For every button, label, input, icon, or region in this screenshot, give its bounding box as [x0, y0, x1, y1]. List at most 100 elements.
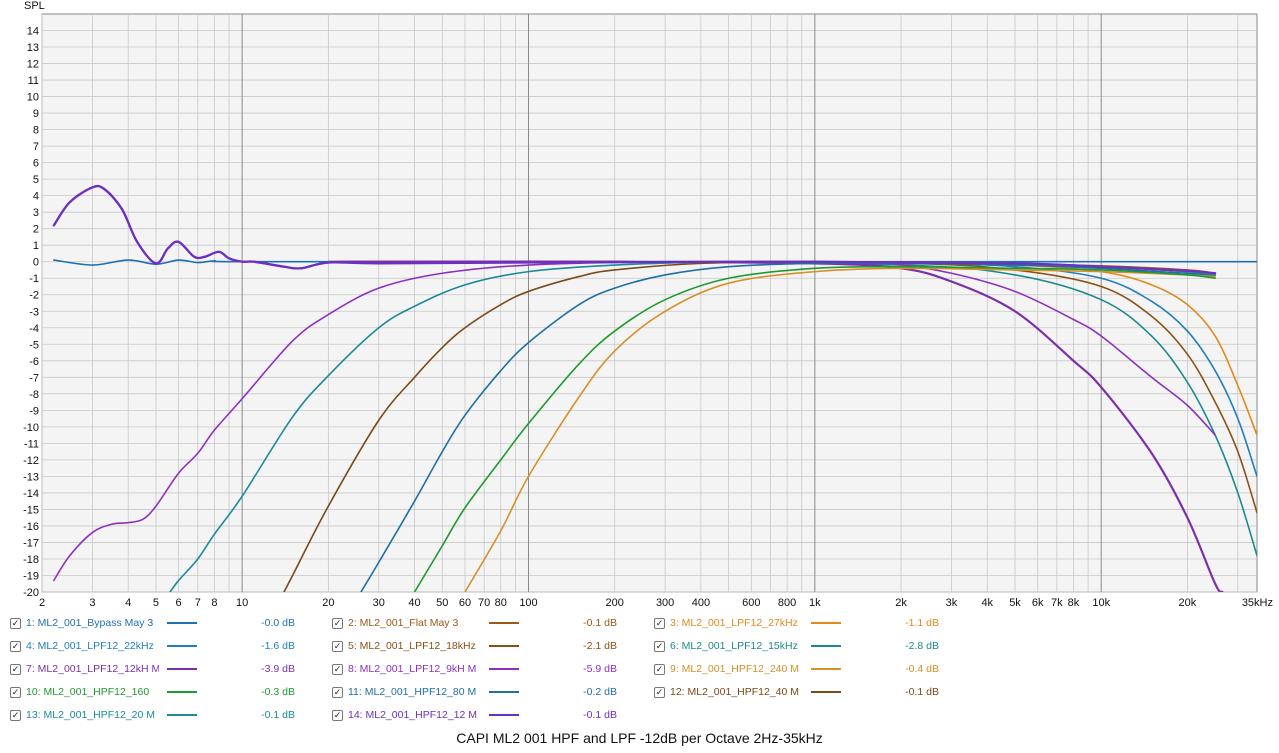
legend-color-swatch [489, 645, 519, 647]
legend-checkbox[interactable]: ✓ [654, 617, 665, 629]
y-tick-label: -7 [29, 372, 39, 384]
legend-value: -0.1 dB [905, 686, 939, 698]
legend-value: -2.1 dB [583, 640, 617, 652]
legend-series-name: 8: ML2_001_LPF12_9kH M [348, 663, 477, 675]
x-tick-label: 6 [176, 597, 182, 609]
x-tick-label: 3 [89, 597, 95, 609]
legend-value: -0.3 dB [261, 686, 295, 698]
x-ticks: 2 3 4 5 6 7 8 10 20 30 40 50 60 70 80 100 200 300 400 600 80… [39, 597, 1273, 609]
y-tick-label: -13 [23, 471, 39, 483]
legend-item-7[interactable]: ✓ 7: ML2_001_LPF12_12kH M -3.9 dB [10, 660, 295, 678]
legend-color-swatch [167, 668, 197, 670]
x-tick-label: 600 [742, 597, 760, 609]
x-tick-label: 8 [211, 597, 217, 609]
y-tick-label: -19 [23, 570, 39, 582]
legend-value: -0.1 dB [261, 709, 295, 721]
x-tick-label: 70 [478, 597, 490, 609]
legend-series-name: 2: ML2_001_Flat May 3 [348, 617, 459, 629]
legend-color-swatch [167, 714, 197, 716]
x-tick-label: 20 [322, 597, 334, 609]
y-tick-label: -5 [29, 339, 39, 351]
legend-checkbox[interactable]: ✓ [332, 640, 343, 652]
legend-item-11[interactable]: ✓ 11: ML2_001_HPF12_80 M -0.2 dB [332, 683, 617, 701]
legend-checkbox[interactable]: ✓ [10, 640, 21, 652]
legend-checkbox[interactable]: ✓ [10, 709, 21, 721]
x-tick-label: 20k [1179, 597, 1197, 609]
legend-value: -3.9 dB [261, 663, 295, 675]
y-tick-label: 5 [33, 174, 39, 186]
x-tick-label: 7k [1051, 597, 1063, 609]
y-tick-label: 0 [33, 257, 39, 269]
legend-checkbox[interactable]: ✓ [332, 663, 343, 675]
legend-series-name: 6: ML2_001_LPF12_15kHz [670, 640, 798, 652]
legend-item-10[interactable]: ✓ 10: ML2_001_HPF12_160 -0.3 dB [10, 683, 295, 701]
y-tick-label: 4 [33, 191, 39, 203]
plot-area [41, 13, 1258, 593]
legend-color-swatch [167, 622, 197, 624]
y-tick-label: 3 [33, 207, 39, 219]
grid [41, 14, 1257, 593]
x-tick-label: 4 [125, 597, 131, 609]
legend-item-4[interactable]: ✓ 4: ML2_001_LPF12_22kHz -1.6 dB [10, 637, 295, 655]
x-tick-label: 80 [495, 597, 507, 609]
legend-checkbox[interactable]: ✓ [332, 709, 343, 721]
legend-item-5[interactable]: ✓ 5: ML2_001_LPF12_18kHz -2.1 dB [332, 637, 617, 655]
legend-checkbox[interactable]: ✓ [654, 663, 665, 675]
y-tick-label: 1 [33, 240, 39, 252]
legend-item-1[interactable]: ✓ 1: ML2_001_Bypass May 3 -0.0 dB [10, 614, 295, 632]
chart-caption: CAPI ML2 001 HPF and LPF -12dB per Octav… [456, 730, 823, 746]
x-tick-label: 800 [778, 597, 796, 609]
legend-checkbox[interactable]: ✓ [10, 686, 21, 698]
x-tick-label: 2k [895, 597, 907, 609]
legend-checkbox[interactable]: ✓ [654, 640, 665, 652]
legend-value: -0.1 dB [583, 709, 617, 721]
x-tick-label: 3k [946, 597, 958, 609]
legend-series-name: 9: ML2_001_HPF12_240 M [670, 663, 799, 675]
legend-item-6[interactable]: ✓ 6: ML2_001_LPF12_15kHz -2.8 dB [654, 637, 939, 655]
legend-series-name: 1: ML2_001_Bypass May 3 [26, 617, 154, 629]
legend-item-12[interactable]: ✓ 12: ML2_001_HPF12_40 M -0.1 dB [654, 683, 939, 701]
x-tick-label: 5k [1009, 597, 1021, 609]
legend-item-3[interactable]: ✓ 3: ML2_001_LPF12_27kHz -1.1 dB [654, 614, 939, 632]
legend-checkbox[interactable]: ✓ [332, 617, 343, 629]
legend-series-name: 12: ML2_001_HPF12_40 M [670, 686, 799, 698]
series-lines [52, 184, 1257, 592]
x-tick-label: 60 [459, 597, 471, 609]
legend-checkbox[interactable]: ✓ [10, 617, 21, 629]
legend-value: -0.1 dB [583, 617, 617, 629]
series-line-11 [360, 262, 1216, 592]
legend-checkbox[interactable]: ✓ [10, 663, 21, 675]
series-line-9 [464, 267, 1216, 592]
y-tick-label: -16 [23, 521, 39, 533]
y-tick-label: -8 [29, 389, 39, 401]
y-tick-label: -6 [29, 356, 39, 368]
legend-value: -1.6 dB [261, 640, 295, 652]
y-tick-label: 7 [33, 141, 39, 153]
y-tick-label: 11 [28, 75, 39, 87]
x-tick-label: 8k [1068, 597, 1080, 609]
y-tick-label: 9 [33, 108, 39, 120]
legend-item-9[interactable]: ✓ 9: ML2_001_HPF12_240 M -0.4 dB [654, 660, 939, 678]
y-tick-label: -18 [23, 554, 39, 566]
legend-checkbox[interactable]: ✓ [654, 686, 665, 698]
y-tick-label: 12 [27, 59, 39, 71]
legend-item-2[interactable]: ✓ 2: ML2_001_Flat May 3 -0.1 dB [332, 614, 617, 632]
y-tick-label: -15 [23, 504, 39, 516]
series-line-14 [52, 184, 1217, 275]
legend-series-name: 5: ML2_001_LPF12_18kHz [348, 640, 476, 652]
y-tick-label: -3 [29, 306, 39, 318]
legend-checkbox[interactable]: ✓ [332, 686, 343, 698]
x-tick-label: 40 [408, 597, 420, 609]
legend-color-swatch [489, 691, 519, 693]
legend-item-14[interactable]: ✓ 14: ML2_001_HPF12_12 M -0.1 dB [332, 706, 617, 724]
legend-color-swatch [489, 668, 519, 670]
legend-item-13[interactable]: ✓ 13: ML2_001_HPF12_20 M -0.1 dB [10, 706, 295, 724]
y-tick-label: 2 [33, 224, 39, 236]
legend-color-swatch [167, 691, 197, 693]
legend-series-name: 14: ML2_001_HPF12_12 M [348, 709, 477, 721]
x-tick-label: 200 [606, 597, 624, 609]
legend-series-name: 7: ML2_001_LPF12_12kH M [26, 663, 159, 675]
legend-value: -5.9 dB [583, 663, 617, 675]
legend-item-8[interactable]: ✓ 8: ML2_001_LPF12_9kH M -5.9 dB [332, 660, 617, 678]
legend-series-name: 4: ML2_001_LPF12_22kHz [26, 640, 154, 652]
